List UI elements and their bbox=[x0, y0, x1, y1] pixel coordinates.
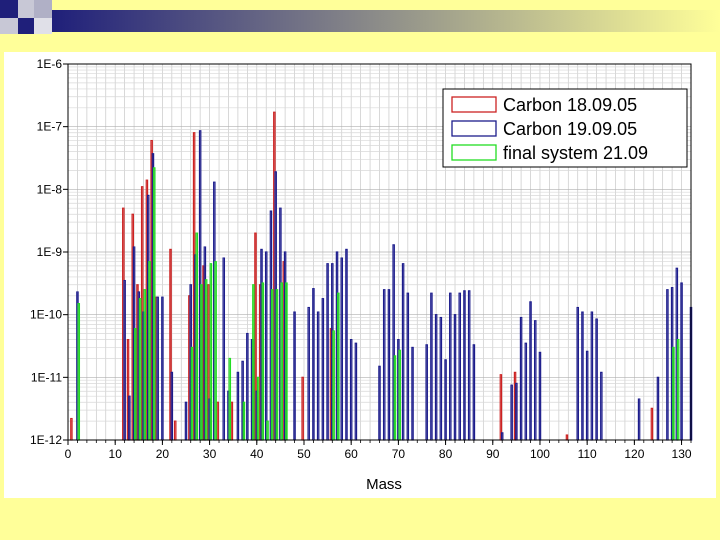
y-tick-label: 1E-6 bbox=[37, 57, 63, 71]
x-tick-label: 0 bbox=[65, 447, 72, 461]
y-tick-label: 1E-11 bbox=[31, 370, 62, 384]
y-tick-label: 1E-8 bbox=[37, 182, 63, 196]
legend-label: final system 21.09 bbox=[503, 143, 648, 163]
bar-final-system-21-09-m70 bbox=[398, 349, 401, 441]
bar-carbon-19-09-05-m97 bbox=[524, 342, 528, 441]
bar-carbon-19-09-05-m19 bbox=[156, 296, 159, 441]
x-tick-label: 120 bbox=[624, 447, 644, 461]
bar-final-system-21-09-m34 bbox=[228, 357, 232, 441]
x-tick-label: 20 bbox=[156, 447, 170, 461]
bar-final-system-21-09-m129 bbox=[676, 339, 680, 441]
bar-final-system-21-09-m57 bbox=[337, 292, 340, 441]
bar-carbon-19-09-05-m59 bbox=[345, 248, 348, 441]
x-tick-label: 100 bbox=[530, 447, 550, 461]
bar-final-system-21-09-m43 bbox=[271, 289, 274, 441]
bar-carbon-19-09-05-m113 bbox=[600, 371, 603, 441]
bar-final-system-21-09-m17 bbox=[148, 261, 151, 441]
bar-final-system-21-09-m31 bbox=[214, 261, 217, 441]
x-tick-label: 80 bbox=[439, 447, 453, 461]
bar-carbon-19-09-05-m83 bbox=[458, 292, 461, 441]
bar-carbon-19-09-05-m127 bbox=[666, 289, 669, 441]
x-tick-label: 40 bbox=[250, 447, 264, 461]
bar-carbon-19-09-05-m67 bbox=[382, 289, 386, 441]
bar-carbon-18-09-05-m23 bbox=[173, 420, 177, 441]
bar-final-system-21-09-m29 bbox=[204, 279, 208, 441]
bar-carbon-19-09-05-m71 bbox=[401, 263, 405, 441]
legend-swatch bbox=[451, 120, 497, 137]
bar-final-system-21-09-m42 bbox=[266, 420, 269, 441]
y-tick-label: 1E-10 bbox=[30, 308, 62, 322]
y-tick-label: 1E-7 bbox=[37, 120, 63, 134]
bar-final-system-21-09-m44 bbox=[275, 289, 279, 441]
legend-label: Carbon 19.09.05 bbox=[503, 119, 637, 139]
bar-carbon-19-09-05-m85 bbox=[467, 290, 471, 441]
bar-carbon-18-09-05-m124 bbox=[650, 407, 654, 441]
y-tick-label: 1E-12 bbox=[30, 433, 62, 447]
bar-final-system-21-09-m46 bbox=[285, 282, 288, 441]
bar-carbon-18-09-05-m1 bbox=[70, 417, 73, 441]
bar-final-system-21-09-m128 bbox=[672, 346, 675, 441]
bar-carbon-19-09-05-m51 bbox=[307, 306, 310, 441]
bar-carbon-19-09-05-m77 bbox=[430, 292, 433, 441]
y-tick-label: 1E-9 bbox=[37, 245, 63, 259]
x-axis-label: Mass bbox=[366, 476, 402, 493]
legend-box bbox=[442, 88, 688, 168]
bar-carbon-19-09-05-m55 bbox=[326, 263, 329, 441]
bar-final-system-21-09-m30 bbox=[209, 263, 213, 441]
bar-final-system-21-09-m69 bbox=[393, 355, 397, 441]
legend: Carbon 18.09.05 Carbon 19.09.05 final syst… bbox=[442, 88, 688, 168]
x-tick-label: 70 bbox=[392, 447, 406, 461]
bar-final-system-21-09-m27 bbox=[195, 232, 199, 441]
bar-final-system-21-09-m28 bbox=[200, 284, 203, 441]
bar-final-system-21-09-m26 bbox=[190, 346, 194, 441]
bar-carbon-19-09-05-m33 bbox=[222, 257, 226, 441]
bar-carbon-19-09-05-m79 bbox=[439, 316, 443, 441]
bar-final-system-21-09-m18 bbox=[153, 167, 156, 441]
x-tick-label: 10 bbox=[109, 447, 123, 461]
bar-carbon-18-09-05-m92 bbox=[499, 374, 503, 441]
x-tick-label: 110 bbox=[578, 447, 597, 461]
bar-final-system-21-09-m15 bbox=[138, 298, 142, 441]
bar-carbon-19-09-05-m95 bbox=[515, 382, 518, 441]
mass-spectrum-chart: 0 10 20 30 40 50 60 70 80 90 100 110 120 130 1E-12 1E-1… bbox=[30, 57, 693, 493]
bar-final-system-21-09-m45 bbox=[280, 282, 283, 441]
bar-carbon-19-09-05-m81 bbox=[449, 292, 452, 441]
bar-final-system-21-09-m39 bbox=[252, 284, 255, 441]
legend-swatch bbox=[451, 144, 497, 161]
legend-swatch bbox=[451, 96, 497, 113]
x-tick-label: 60 bbox=[345, 447, 359, 461]
bar-carbon-19-09-05-m73 bbox=[411, 346, 414, 441]
x-tick-label: 130 bbox=[672, 447, 692, 461]
bar-final-system-21-09-m41 bbox=[261, 282, 265, 441]
slide-header-decoration bbox=[0, 0, 720, 34]
bar-final-system-21-09-m16 bbox=[143, 289, 147, 441]
bar-carbon-19-09-05-m121 bbox=[637, 398, 641, 441]
x-tick-label: 30 bbox=[203, 447, 217, 461]
x-tick-label: 90 bbox=[486, 447, 500, 461]
chart-panel: 0 10 20 30 40 50 60 70 80 90 100 110 120 130 1E-12 1E-1… bbox=[4, 52, 716, 498]
x-tick-label: 50 bbox=[297, 447, 311, 461]
bar-carbon-18-09-05-m106 bbox=[565, 434, 569, 441]
bar-carbon-19-09-05-m61 bbox=[354, 342, 358, 441]
legend-label: Carbon 18.09.05 bbox=[503, 95, 637, 115]
bar-carbon-19-09-05-m13 bbox=[128, 395, 131, 441]
bar-final-system-21-09-m14 bbox=[134, 327, 137, 441]
